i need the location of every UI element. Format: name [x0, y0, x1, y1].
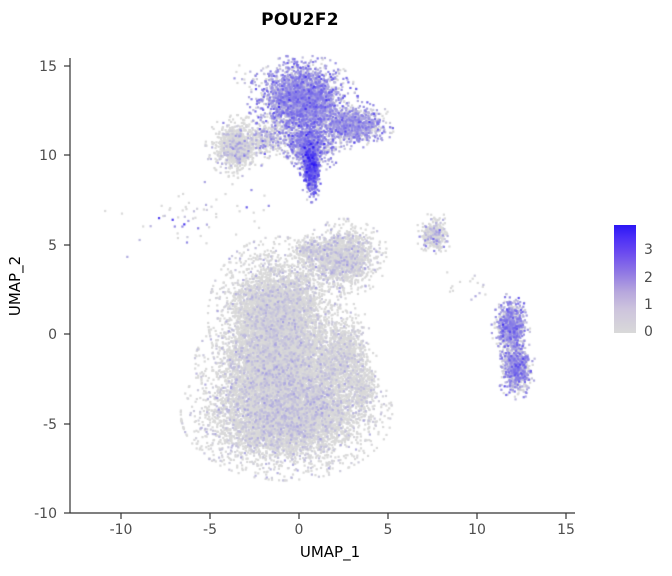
colorbar-gradient: [614, 225, 636, 333]
